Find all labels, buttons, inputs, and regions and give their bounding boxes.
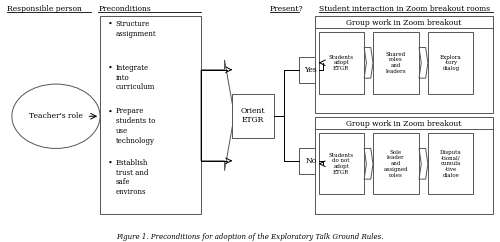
FancyBboxPatch shape	[318, 133, 364, 195]
FancyBboxPatch shape	[428, 133, 474, 195]
Text: Group work in Zoom breakout: Group work in Zoom breakout	[346, 19, 462, 27]
Text: Explora
-tory
dialog: Explora -tory dialog	[440, 54, 462, 71]
FancyBboxPatch shape	[100, 16, 201, 214]
Text: Sole
leader
and
assigned
roles: Sole leader and assigned roles	[384, 150, 408, 178]
Text: Responsible person: Responsible person	[7, 5, 82, 13]
Text: No: No	[305, 157, 316, 165]
FancyBboxPatch shape	[314, 16, 493, 113]
Text: Students
adopt
ETGR: Students adopt ETGR	[328, 54, 353, 71]
Text: Students
do not
adopt
ETGR: Students do not adopt ETGR	[328, 153, 353, 175]
Text: Present?: Present?	[270, 5, 303, 13]
FancyBboxPatch shape	[374, 133, 418, 195]
FancyBboxPatch shape	[374, 32, 418, 93]
Text: Student interaction in Zoom breakout rooms: Student interaction in Zoom breakout roo…	[318, 5, 490, 13]
FancyBboxPatch shape	[299, 57, 322, 83]
Text: •: •	[108, 107, 113, 115]
Text: •: •	[108, 64, 113, 72]
FancyBboxPatch shape	[428, 32, 474, 93]
Text: Figure 1. Preconditions for adoption of the Exploratory Talk Ground Rules.: Figure 1. Preconditions for adoption of …	[116, 233, 384, 241]
FancyBboxPatch shape	[299, 148, 322, 174]
Text: Structure
assignment: Structure assignment	[116, 20, 156, 38]
FancyBboxPatch shape	[318, 32, 364, 93]
Text: Prepare
students to
use
technology: Prepare students to use technology	[116, 107, 155, 145]
Text: Group work in Zoom breakout: Group work in Zoom breakout	[346, 120, 462, 128]
Text: Integrate
into
curriculum: Integrate into curriculum	[116, 64, 155, 91]
Text: Orient
ETGR: Orient ETGR	[240, 107, 265, 124]
Text: Yes: Yes	[304, 66, 317, 74]
Text: •: •	[108, 159, 113, 167]
Text: Teacher's role: Teacher's role	[29, 112, 83, 120]
Text: Preconditions: Preconditions	[98, 5, 151, 13]
Text: Disputa
-tional/
cumula
-tive
dialoe: Disputa -tional/ cumula -tive dialoe	[440, 150, 462, 178]
Text: Shared
roles
and
leaders: Shared roles and leaders	[386, 52, 406, 74]
FancyBboxPatch shape	[314, 117, 493, 214]
Text: Establish
trust and
safe
environs: Establish trust and safe environs	[116, 159, 148, 196]
Text: •: •	[108, 20, 113, 28]
FancyBboxPatch shape	[232, 93, 274, 138]
